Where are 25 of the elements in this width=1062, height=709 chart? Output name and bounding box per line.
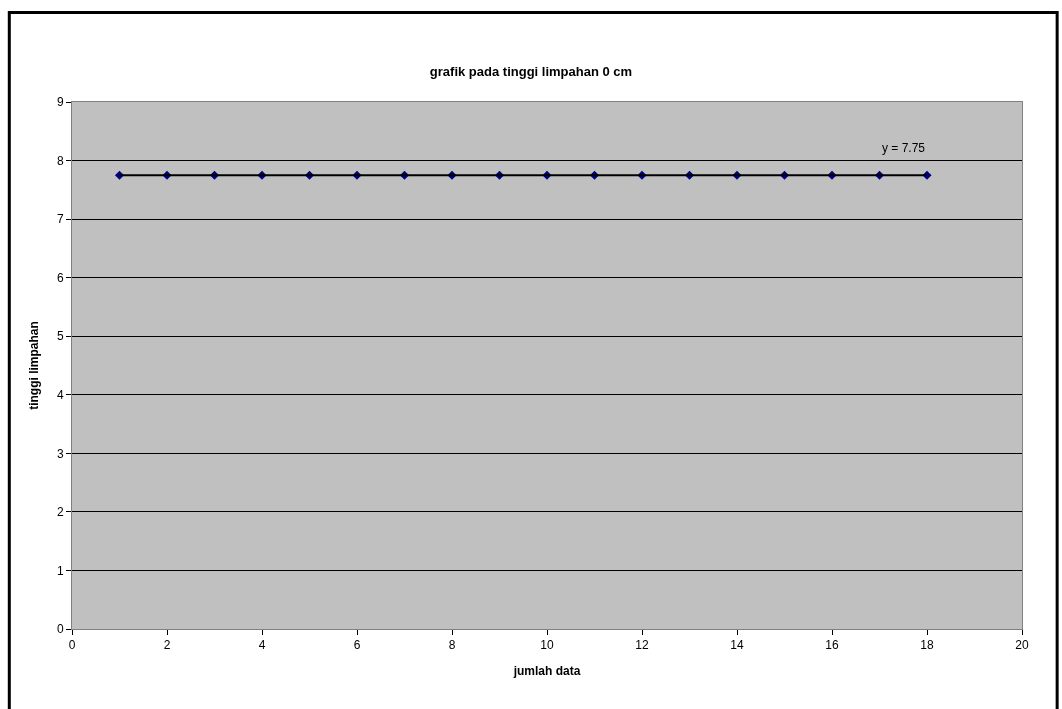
x-tick-label: 4	[258, 638, 266, 653]
y-tick-label: 5	[56, 329, 64, 344]
y-tick-label: 2	[56, 505, 64, 520]
y-tick-label: 9	[56, 95, 64, 110]
y-tick-label: 3	[56, 446, 64, 461]
y-tick-label: 7	[56, 212, 64, 227]
x-tick-label: 6	[353, 638, 361, 653]
x-tick-label: 14	[730, 638, 744, 653]
x-tick-label: 2	[163, 638, 171, 653]
x-tick-label: 12	[635, 638, 649, 653]
x-axis-title: jumlah data	[512, 664, 581, 679]
x-tick-label: 10	[540, 638, 554, 653]
x-tick-label: 20	[1015, 638, 1029, 653]
y-tick-label: 8	[56, 153, 64, 168]
x-tick-label: 0	[68, 638, 76, 653]
annotation: y = 7.75	[882, 141, 926, 155]
y-axis-title: tinggi limpahan	[27, 321, 42, 410]
y-tick-label: 6	[56, 270, 64, 285]
y-tick-label: 0	[56, 622, 64, 637]
x-tick-label: 16	[825, 638, 839, 653]
y-tick-label: 1	[56, 563, 64, 578]
x-tick-label: 18	[920, 638, 934, 653]
chart-title: grafik pada tinggi limpahan 0 cm	[429, 64, 633, 80]
x-tick-label: 8	[448, 638, 456, 653]
y-tick-label: 4	[56, 387, 64, 402]
